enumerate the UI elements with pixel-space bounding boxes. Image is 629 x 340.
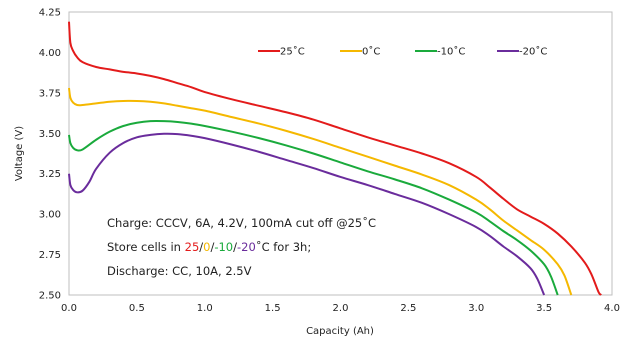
annotation-segment-2: / <box>199 240 203 254</box>
x-tick-label-0: 0.0 <box>61 303 77 314</box>
legend-item-0: 25˚C <box>258 46 305 58</box>
x-tick-label-2: 1.0 <box>197 303 213 314</box>
annotation-block: Charge: CCCV, 6A, 4.2V, 100mA cut off @2… <box>107 215 376 278</box>
annotation-segment-1: 25 <box>185 240 200 254</box>
y-tick-label-3: 3.25 <box>39 169 61 180</box>
y-tick-label-7: 4.25 <box>39 8 61 19</box>
annotation-discharge: Discharge: CC, 10A, 2.5V <box>107 264 252 278</box>
x-axis-label: Capacity (Ah) <box>306 326 374 337</box>
y-tick-label-1: 2.75 <box>39 250 61 261</box>
x-tick-label-3: 1.5 <box>265 303 281 314</box>
x-axis-ticks: 0.0 0.5 1.0 1.5 2.0 2.5 3.0 3.5 4.0 <box>61 303 620 314</box>
annotation-segment-3: 0 <box>203 240 210 254</box>
series-line-1 <box>68 87 573 296</box>
legend-item-1: 0˚C <box>340 46 380 58</box>
annotation-segment-6: / <box>233 240 237 254</box>
y-tick-label-4: 3.50 <box>39 129 61 140</box>
y-tick-label-0: 2.50 <box>39 291 61 302</box>
series-line-2 <box>68 120 559 296</box>
y-tick-label-5: 3.75 <box>39 88 61 99</box>
plot-frame <box>68 11 613 296</box>
x-tick-label-5: 2.5 <box>400 303 416 314</box>
annotation-store: Store cells in 25/0/-10/-20˚C for 3h; <box>107 239 311 254</box>
x-tick-label-8: 4.0 <box>604 303 620 314</box>
legend-item-2: -10˚C <box>415 46 465 58</box>
y-tick-label-6: 4.00 <box>39 48 61 59</box>
annotation-charge: Charge: CCCV, 6A, 4.2V, 100mA cut off @2… <box>107 215 376 230</box>
x-tick-label-4: 2.0 <box>333 303 349 314</box>
legend-label-3: -20˚C <box>519 46 547 58</box>
legend-label-2: -10˚C <box>437 46 465 58</box>
annotation-segment-8: ˚C for 3h; <box>256 239 311 254</box>
annotation-segment-5: -10 <box>214 240 233 254</box>
x-tick-label-1: 0.5 <box>129 303 145 314</box>
legend-label-0: 25˚C <box>280 46 305 58</box>
y-tick-label-2: 3.00 <box>39 210 61 221</box>
x-tick-label-6: 3.0 <box>468 303 484 314</box>
legend-item-3: -20˚C <box>497 46 547 58</box>
legend: 25˚C 0˚C -10˚C -20˚C <box>258 46 547 58</box>
annotation-segment-0: Store cells in <box>107 240 185 254</box>
y-axis-ticks: 2.50 2.75 3.00 3.25 3.50 3.75 4.00 4.25 <box>39 8 61 302</box>
legend-label-1: 0˚C <box>362 46 380 58</box>
y-axis-label: Voltage (V) <box>14 126 25 181</box>
x-tick-label-7: 3.5 <box>536 303 552 314</box>
series-lines <box>68 21 602 296</box>
series-line-3 <box>68 132 546 296</box>
annotation-segment-7: -20 <box>237 240 256 254</box>
series-line-0 <box>68 21 602 296</box>
annotation-segment-4: / <box>210 240 214 254</box>
